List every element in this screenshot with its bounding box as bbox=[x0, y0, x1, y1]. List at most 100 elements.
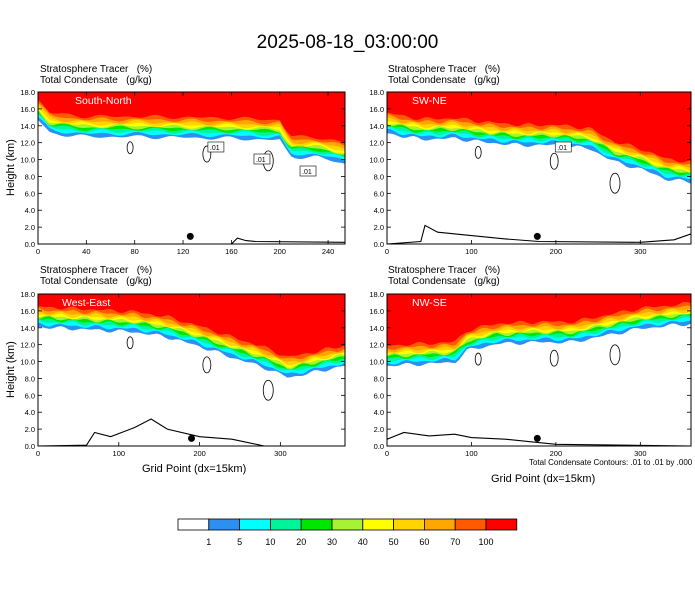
location-marker bbox=[188, 434, 195, 442]
plot-frame bbox=[386, 293, 692, 447]
y-tick-label: 16.0 bbox=[20, 105, 35, 114]
y-tick-label: 10.0 bbox=[369, 156, 384, 165]
panel-sw-ne: .01 0.0 2.0 4.0 6.0 8.0 10.0 12.0 14.0 16.0 18.0 0 1… bbox=[369, 88, 692, 256]
header-line-tracer: Stratosphere Tracer (%) bbox=[388, 64, 501, 75]
contour-label-box bbox=[554, 141, 572, 153]
plot-area bbox=[38, 294, 345, 446]
y-tick-label: 0.0 bbox=[374, 240, 384, 249]
y-tick-label: 0.0 bbox=[374, 442, 384, 451]
y-tick-label: 18.0 bbox=[20, 88, 35, 97]
y-tick-label: 0.0 bbox=[25, 240, 35, 249]
y-tick-label: 14.0 bbox=[20, 324, 35, 333]
terrain-line bbox=[38, 418, 345, 446]
contour-label: .01 bbox=[302, 169, 312, 176]
terrain-line bbox=[38, 237, 345, 244]
contour-label-box bbox=[299, 165, 317, 177]
y-tick-label: 18.0 bbox=[369, 88, 384, 97]
x-axis-label-left: Grid Point (dx=15km) bbox=[142, 463, 247, 475]
colorbar-swatch bbox=[300, 518, 333, 531]
header-line-condensate: Total Condensate (g/kg) bbox=[40, 75, 152, 86]
y-tick-label: 10.0 bbox=[20, 358, 35, 367]
panel-header-south-north: Stratosphere Tracer (%) Total Condensate… bbox=[40, 64, 152, 86]
x-tick-label: 0 bbox=[385, 247, 389, 256]
header-line-condensate: Total Condensate (g/kg) bbox=[388, 276, 500, 287]
y-tick-label: 14.0 bbox=[20, 122, 35, 131]
colorbar-label: 30 bbox=[327, 537, 337, 547]
y-tick-label: 8.0 bbox=[374, 172, 384, 181]
x-tick-label: 200 bbox=[550, 247, 563, 256]
x-tick-label: 100 bbox=[465, 449, 478, 458]
x-tick-label: 80 bbox=[131, 247, 139, 256]
condensate-contour bbox=[549, 349, 559, 367]
condensate-contour bbox=[549, 152, 559, 170]
header-line-tracer: Stratosphere Tracer (%) bbox=[388, 265, 501, 276]
plot-area bbox=[38, 92, 345, 244]
header-line-tracer: Stratosphere Tracer (%) bbox=[40, 64, 153, 75]
panel-header-west-east: Stratosphere Tracer (%) Total Condensate… bbox=[40, 265, 152, 287]
colorbar: 1 5 10 20 30 40 50 60 70 100 bbox=[177, 518, 518, 547]
x-tick-label: 300 bbox=[274, 449, 287, 458]
y-tick-label: 6.0 bbox=[25, 189, 35, 198]
x-tick-label: 160 bbox=[225, 247, 238, 256]
colorbar-label: 10 bbox=[265, 537, 275, 547]
condensate-contour bbox=[202, 356, 212, 374]
y-tick-label: 6.0 bbox=[374, 391, 384, 400]
header-line-tracer: Stratosphere Tracer (%) bbox=[40, 265, 153, 276]
y-tick-label: 16.0 bbox=[369, 105, 384, 114]
colorbar-label: 60 bbox=[419, 537, 429, 547]
panel-south-north: .01 .01 .01 0.0 2.0 4.0 6.0 8.0 10.0 12.0 14.0 16.0… bbox=[20, 88, 346, 256]
condensate-contour bbox=[474, 352, 482, 366]
panel-label: SW-NE bbox=[412, 95, 447, 107]
contour-label-box bbox=[207, 141, 225, 153]
colorbar-label: 40 bbox=[358, 537, 368, 547]
colorbar-label: 70 bbox=[450, 537, 460, 547]
panel-label: NW-SE bbox=[412, 297, 447, 309]
panel-label: South-North bbox=[75, 95, 132, 107]
y-tick-label: 14.0 bbox=[369, 324, 384, 333]
panel-west-east: 0.0 2.0 4.0 6.0 8.0 10.0 12.0 14.0 16.0 18.0 0 100 2… bbox=[20, 290, 346, 458]
location-marker bbox=[186, 232, 194, 240]
y-tick-label: 14.0 bbox=[369, 122, 384, 131]
y-tick-label: 2.0 bbox=[374, 223, 384, 232]
tracer-band-9 bbox=[38, 294, 345, 356]
condensate-contour bbox=[202, 145, 212, 163]
y-tick-label: 18.0 bbox=[20, 290, 35, 299]
colorbar-swatch bbox=[208, 518, 241, 531]
figure-title: 2025-08-18_03:00:00 bbox=[256, 32, 439, 53]
tracer-band-9 bbox=[38, 92, 345, 144]
condensate-contour bbox=[474, 145, 482, 159]
colorbar-label: 5 bbox=[237, 537, 242, 547]
colorbar-swatch bbox=[269, 518, 302, 531]
colorbar-label: 100 bbox=[478, 537, 493, 547]
x-tick-label: 200 bbox=[550, 449, 563, 458]
y-tick-label: 12.0 bbox=[20, 341, 35, 350]
colorbar-swatch bbox=[423, 518, 456, 531]
panel-header-sw-ne: Stratosphere Tracer (%) Total Condensate… bbox=[388, 64, 500, 86]
condensate-contour bbox=[126, 141, 134, 155]
location-marker bbox=[533, 434, 541, 442]
condensate-contour bbox=[126, 336, 134, 350]
colorbar-swatch bbox=[331, 518, 364, 531]
plot-area bbox=[387, 294, 691, 446]
plot-frame bbox=[37, 293, 346, 447]
x-tick-label: 120 bbox=[177, 247, 190, 256]
condensate-contour bbox=[609, 172, 621, 194]
contour-label: .01 bbox=[557, 145, 567, 152]
colorbar-swatch bbox=[393, 518, 425, 531]
contour-label-box bbox=[253, 153, 271, 165]
header-line-condensate: Total Condensate (g/kg) bbox=[40, 276, 152, 287]
x-tick-label: 100 bbox=[113, 449, 126, 458]
panel-label: West-East bbox=[62, 297, 110, 309]
y-tick-label: 12.0 bbox=[369, 139, 384, 148]
y-tick-label: 0.0 bbox=[25, 442, 35, 451]
tracer-band-9 bbox=[387, 294, 691, 346]
terrain-line bbox=[387, 224, 691, 244]
y-tick-label: 10.0 bbox=[20, 156, 35, 165]
x-tick-label: 300 bbox=[634, 449, 647, 458]
x-tick-label: 0 bbox=[385, 449, 389, 458]
location-marker bbox=[533, 232, 541, 240]
y-tick-label: 6.0 bbox=[374, 189, 384, 198]
x-tick-label: 100 bbox=[465, 247, 478, 256]
y-tick-label: 16.0 bbox=[20, 307, 35, 316]
